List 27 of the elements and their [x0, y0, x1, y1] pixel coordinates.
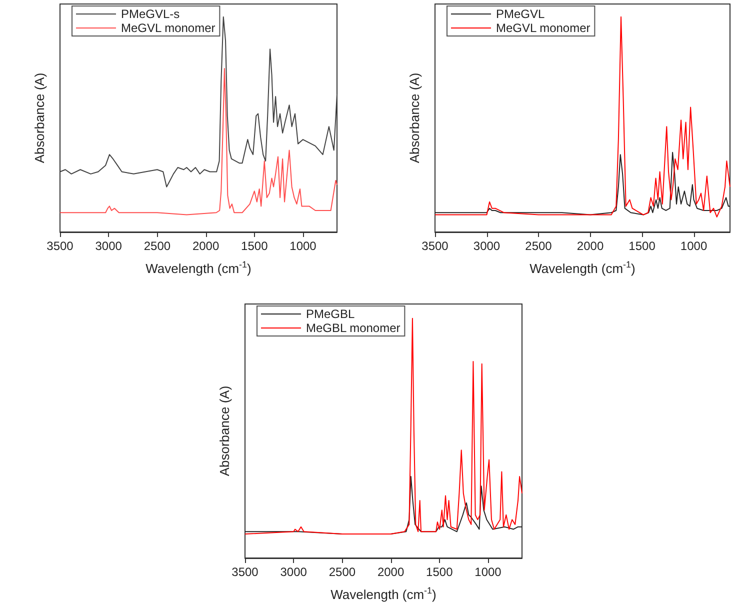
- x-tick-label: 1000: [474, 565, 502, 579]
- x-tick-label: 1500: [426, 565, 454, 579]
- x-tick-label: 3000: [280, 565, 308, 579]
- x-tick-label: 1000: [290, 239, 317, 253]
- legend-label: MeGBL monomer: [306, 321, 400, 335]
- y-axis-title: Absorbance (A): [217, 386, 232, 476]
- x-tick-label: 1500: [241, 239, 268, 253]
- legend-label: PMeGVL-s: [121, 7, 180, 21]
- x-tick-label: 2000: [377, 565, 404, 579]
- legend-label: PMeGBL: [306, 307, 356, 321]
- x-tick-label: 2000: [576, 239, 604, 253]
- x-tick-label: 3000: [95, 239, 122, 253]
- legend-label: PMeGVL: [496, 7, 546, 21]
- legend-label: MeGVL monomer: [121, 21, 216, 35]
- legend-label: MeGVL monomer: [496, 21, 590, 35]
- x-tick-label: 1500: [628, 239, 656, 253]
- x-tick-label: 3000: [473, 239, 500, 253]
- y-axis-title: Absorbance (A): [32, 72, 47, 164]
- x-tick-label: 3500: [422, 239, 449, 253]
- x-tick-label: 3500: [46, 239, 74, 253]
- x-tick-label: 2500: [525, 239, 552, 253]
- x-tick-label: 2500: [328, 565, 356, 579]
- x-tick-label: 1000: [680, 239, 708, 253]
- x-tick-label: 2000: [192, 239, 220, 253]
- x-tick-label: 3500: [232, 565, 259, 579]
- x-tick-label: 2500: [144, 239, 171, 253]
- y-axis-title: Absorbance (A): [407, 72, 422, 164]
